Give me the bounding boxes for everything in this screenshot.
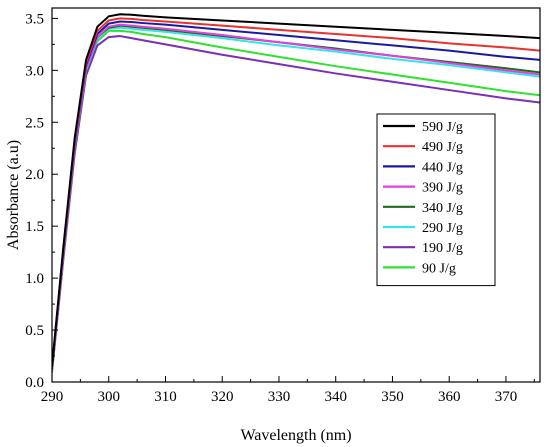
- ticks-layer: 290 300 310 320 330 340 350 360 370 0.0 0.5 1.0 1.5 2…: [25, 11, 535, 405]
- y-tick-label: 3.5: [25, 11, 44, 27]
- x-tick-label: 330: [268, 389, 291, 405]
- y-axis-title: Absorbance (a.u): [5, 140, 22, 250]
- legend-label: 440 J/g: [422, 160, 463, 175]
- y-tick-label: 1.5: [25, 219, 44, 235]
- y-tick-label: 2.5: [25, 115, 44, 131]
- legend-label: 190 J/g: [422, 241, 463, 256]
- legend: 590 J/g 490 J/g 440 J/g 390 J/g 340 J/g 290 J…: [376, 113, 496, 287]
- legend-label: 290 J/g: [422, 221, 463, 236]
- x-tick-label: 290: [41, 389, 64, 405]
- legend-label: 590 J/g: [422, 120, 463, 135]
- y-tick-label: 2.0: [25, 167, 44, 183]
- legend-label: 90 J/g: [422, 261, 456, 276]
- legend-label: 340 J/g: [422, 201, 463, 216]
- x-tick-label: 320: [211, 389, 234, 405]
- x-tick-label: 300: [97, 389, 120, 405]
- x-tick-label: 310: [154, 389, 177, 405]
- y-tick-label: 1.0: [25, 271, 44, 287]
- series-layer: [52, 13, 540, 373]
- legend-box: [376, 113, 496, 287]
- plot-frame: [51, 7, 541, 383]
- y-tick-label: 0.0: [25, 375, 44, 391]
- x-tick-label: 360: [438, 389, 461, 405]
- y-tick-label: 3.0: [25, 63, 44, 79]
- x-axis-title: Wavelength (nm): [240, 427, 351, 444]
- series-line-590jg: [52, 13, 540, 368]
- x-tick-label: 350: [381, 389, 404, 405]
- legend-label: 390 J/g: [422, 181, 463, 196]
- x-tick-label: 340: [324, 389, 347, 405]
- legend-label: 490 J/g: [422, 140, 463, 155]
- y-tick-label: 0.5: [25, 323, 44, 339]
- x-tick-label: 370: [495, 389, 518, 405]
